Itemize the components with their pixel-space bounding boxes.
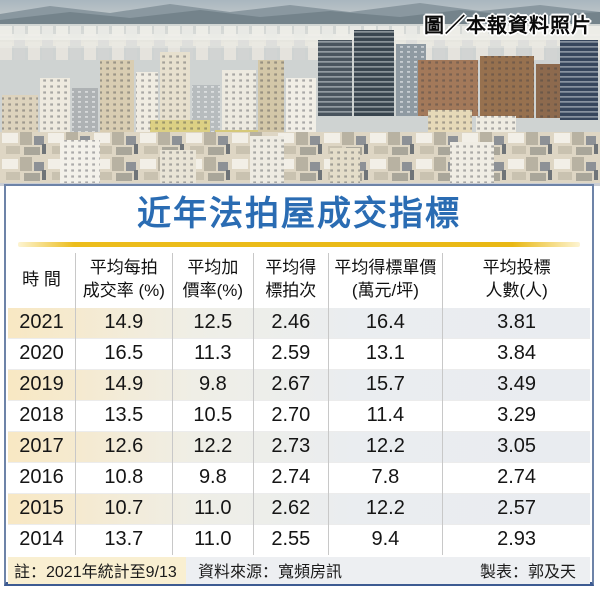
table-row-2021: 2021 14.9 12.5 2.46 16.4 3.81 [8, 307, 590, 339]
year-cell: 2015 [19, 497, 64, 520]
value-cell: 10.8 [75, 462, 173, 494]
value-cell: 2.59 [253, 338, 329, 370]
value-cell: 11.4 [327, 400, 443, 432]
year-cell: 2018 [19, 404, 64, 427]
value-cell: 16.4 [327, 307, 443, 339]
footnote: 註：2021年統計至9/13 [8, 556, 186, 584]
city-skyline-illustration [0, 0, 600, 186]
value-cell: 7.8 [327, 462, 443, 494]
table-row-2020: 2020 16.5 11.3 2.59 13.1 3.84 [8, 338, 590, 370]
table-row-2016: 2016 10.8 9.8 2.74 7.8 2.74 [8, 462, 590, 494]
value-cell: 2.74 [253, 462, 329, 494]
value-cell: 11.3 [171, 338, 254, 370]
table-card: 近年法拍屋成交指標 時 間平均每拍 成交率 (%) 平均加 價率(%) 平均得 標拍次 平均… [4, 184, 594, 586]
data-source: 資料來源：寬頻房訊 [198, 564, 343, 582]
column-header-1: 平均每拍 成交率 (%) [75, 252, 173, 308]
value-cell: 9.8 [171, 462, 254, 494]
column-header-5: 平均投標 人數(人) [442, 252, 590, 308]
year-cell: 2016 [19, 466, 64, 489]
table-row-2017: 2017 12.6 12.2 2.73 12.2 3.05 [8, 431, 590, 463]
value-cell: 2.67 [253, 369, 329, 401]
photo-credit: 圖／本報資料照片 [424, 15, 592, 37]
value-cell: 13.5 [75, 400, 173, 432]
value-cell: 3.29 [442, 400, 590, 432]
table-row-2014: 2014 13.7 11.0 2.55 9.4 2.93 [8, 524, 590, 555]
value-cell: 10.5 [171, 400, 254, 432]
year-cell: 2017 [19, 435, 64, 458]
chart-title: 近年法拍屋成交指標 [137, 195, 461, 233]
value-cell: 3.81 [442, 307, 590, 339]
column-header-2: 平均加 價率(%) [171, 252, 254, 308]
value-cell: 10.7 [75, 493, 173, 525]
year-cell: 2021 [19, 311, 64, 334]
year-cell: 2014 [19, 528, 64, 551]
value-cell: 13.1 [327, 338, 443, 370]
value-cell: 9.4 [327, 524, 443, 555]
table-row-2018: 2018 13.5 10.5 2.70 11.4 3.29 [8, 400, 590, 432]
value-cell: 3.84 [442, 338, 590, 370]
value-cell: 14.9 [75, 307, 173, 339]
value-cell: 11.0 [171, 493, 254, 525]
value-cell: 2.93 [442, 524, 590, 555]
value-cell: 2.62 [253, 493, 329, 525]
table-row-2015: 2015 10.7 11.0 2.62 12.2 2.57 [8, 493, 590, 525]
value-cell: 12.2 [327, 493, 443, 525]
value-cell: 9.8 [171, 369, 254, 401]
column-header-4: 平均得標單價 (萬元/坪) [327, 252, 443, 308]
value-cell: 16.5 [75, 338, 173, 370]
city-photo: 圖／本報資料照片 [0, 0, 600, 186]
gold-divider [18, 241, 580, 247]
value-cell: 14.9 [75, 369, 173, 401]
value-cell: 2.74 [442, 462, 590, 494]
year-cell: 2020 [19, 342, 64, 365]
data-table: 時 間平均每拍 成交率 (%) 平均加 價率(%) 平均得 標拍次 平均得標單價 (萬元/坪)… [8, 252, 590, 555]
value-cell: 2.55 [253, 524, 329, 555]
value-cell: 15.7 [327, 369, 443, 401]
table-header-row: 時 間平均每拍 成交率 (%) 平均加 價率(%) 平均得 標拍次 平均得標單價 (萬元/坪)… [8, 252, 590, 308]
value-cell: 3.05 [442, 431, 590, 463]
table-row-2019: 2019 14.9 9.8 2.67 15.7 3.49 [8, 369, 590, 401]
value-cell: 12.2 [171, 431, 254, 463]
value-cell: 12.5 [171, 307, 254, 339]
value-cell: 2.46 [253, 307, 329, 339]
value-cell: 3.49 [442, 369, 590, 401]
value-cell: 13.7 [75, 524, 173, 555]
year-cell: 2019 [19, 373, 64, 396]
column-header-3: 平均得 標拍次 [253, 252, 329, 308]
table-maker-credit: 製表：郭及天 [479, 564, 576, 582]
column-header-0: 時 間 [22, 269, 61, 289]
table-footer: 註：2021年統計至9/13 資料來源：寬頻房訊 製表：郭及天 [8, 556, 590, 584]
value-cell: 12.6 [75, 431, 173, 463]
value-cell: 12.2 [327, 431, 443, 463]
value-cell: 2.57 [442, 493, 590, 525]
value-cell: 2.73 [253, 431, 329, 463]
value-cell: 2.70 [253, 400, 329, 432]
value-cell: 11.0 [171, 524, 254, 555]
